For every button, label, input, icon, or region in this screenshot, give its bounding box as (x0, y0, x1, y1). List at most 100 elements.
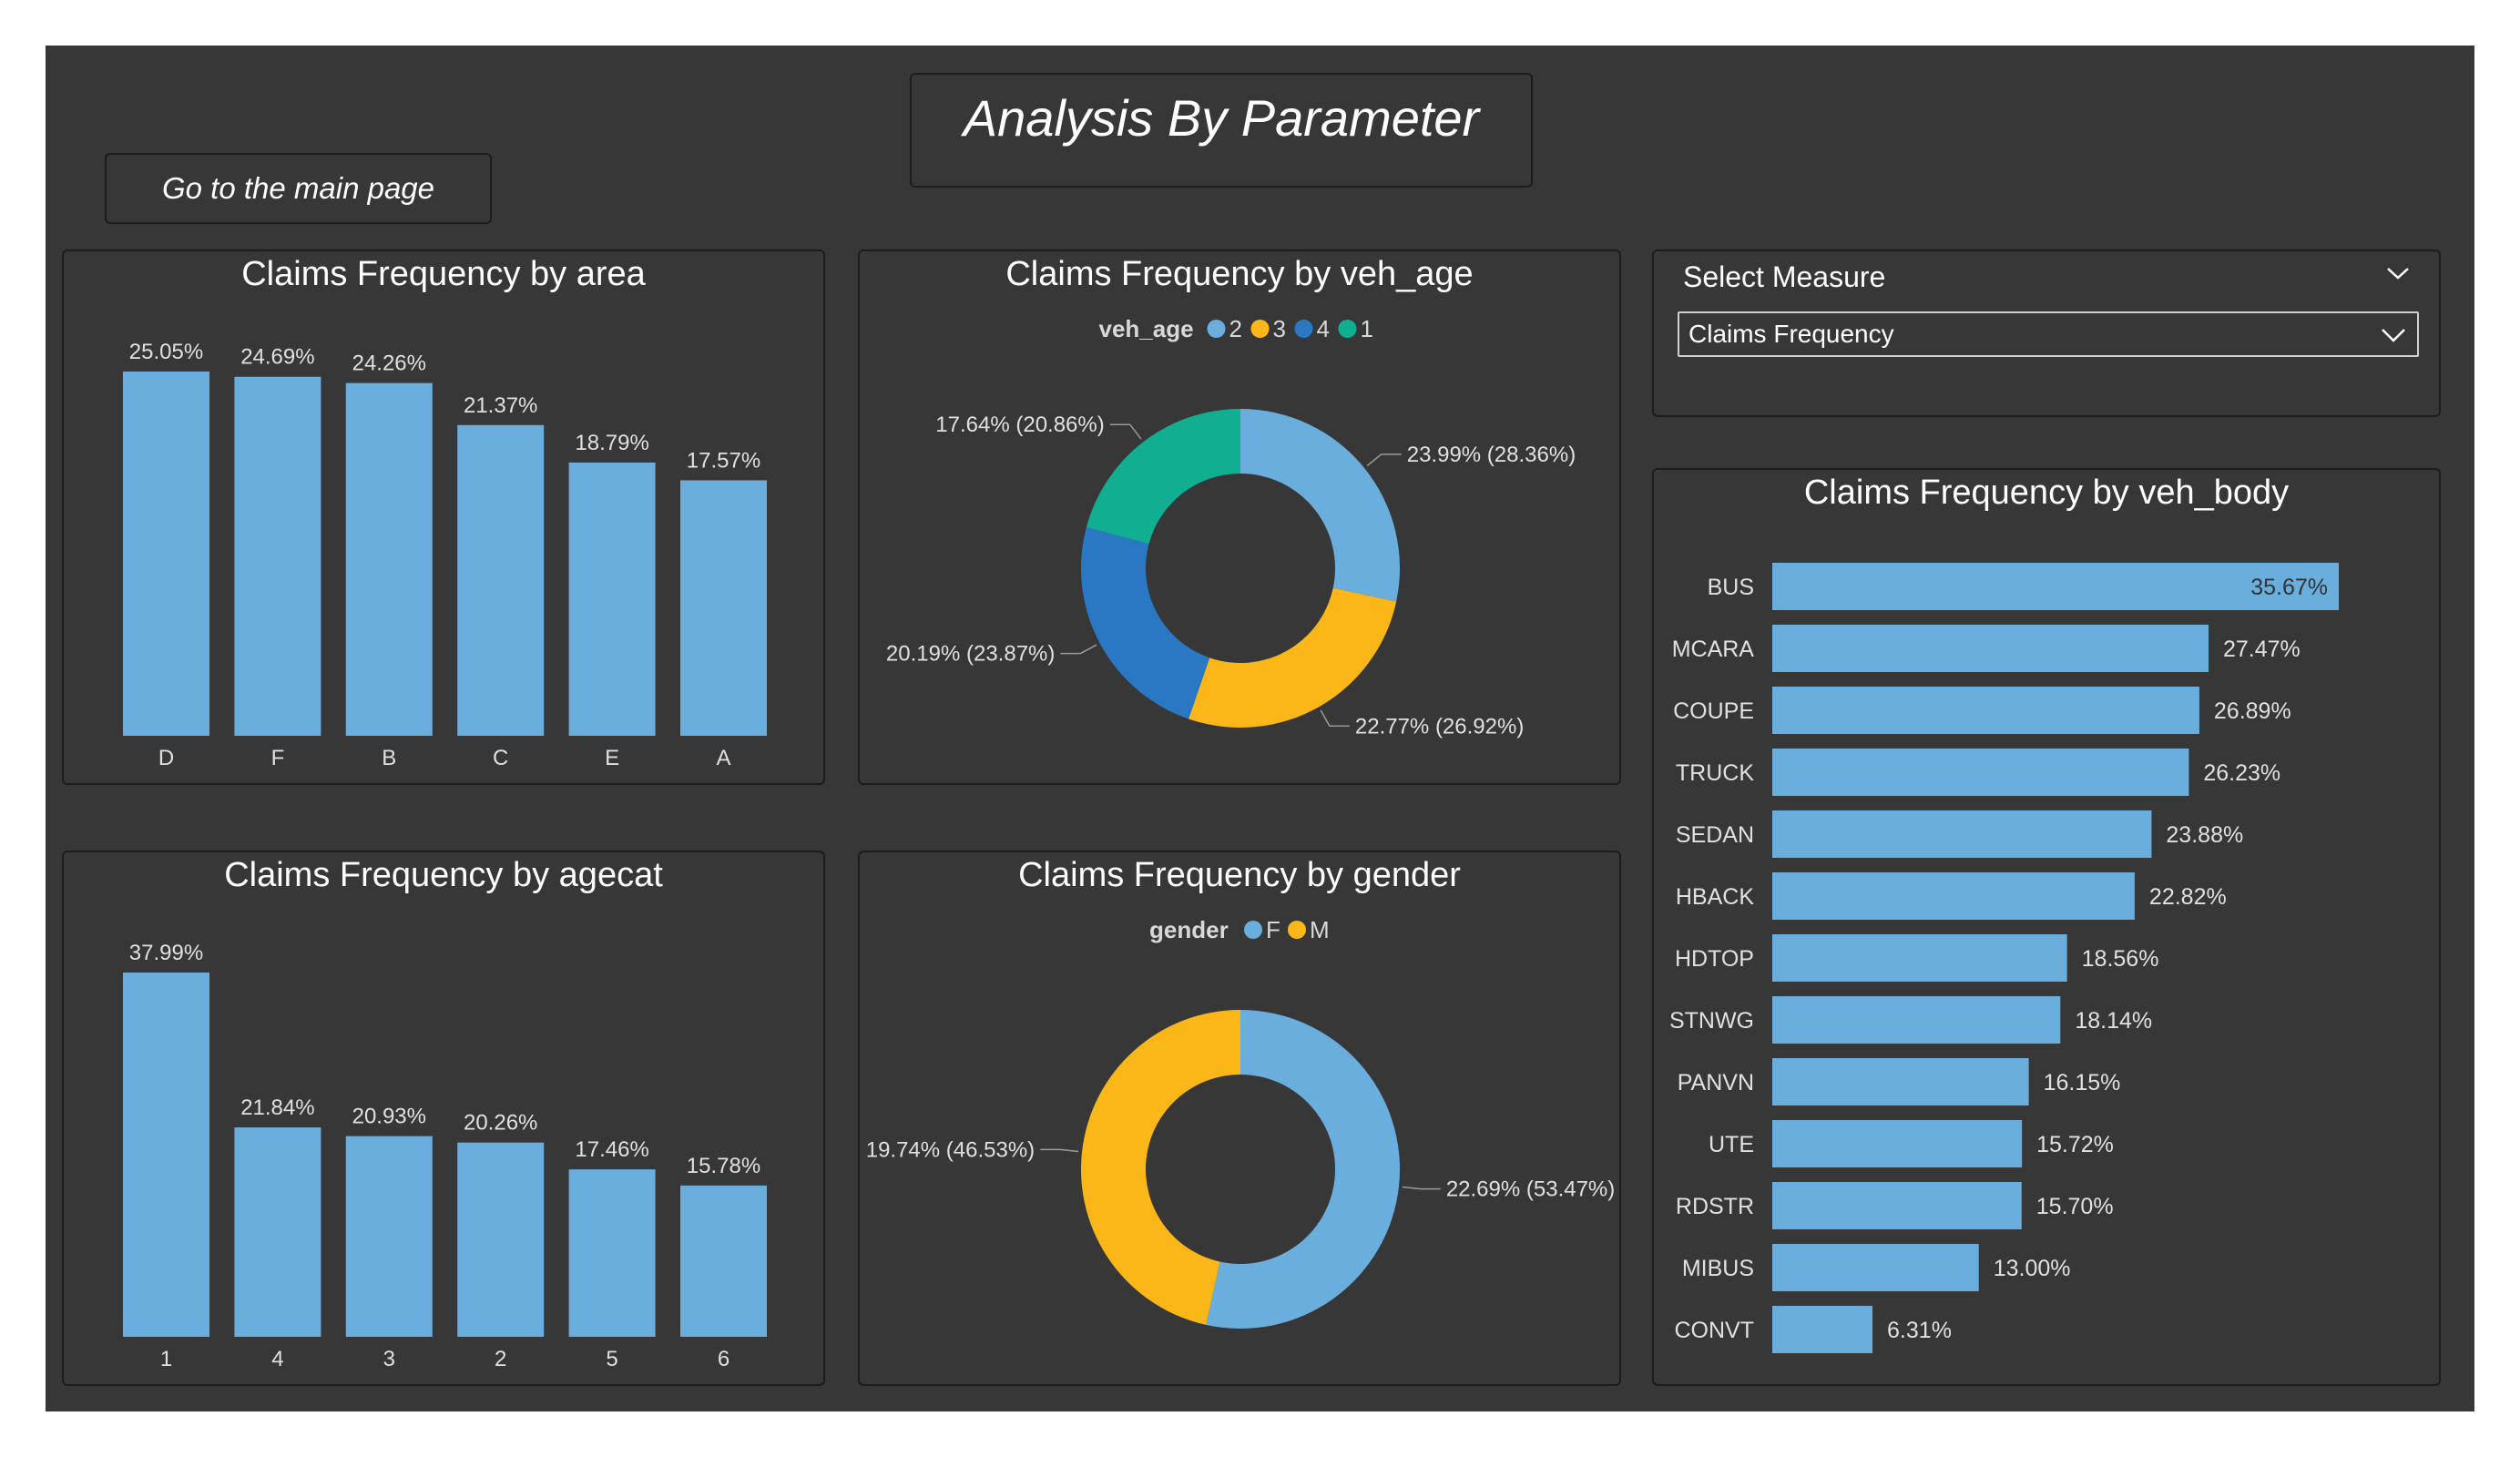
agecat-tick-label: 6 (718, 1347, 729, 1371)
veh-body-data-label: 15.70% (2036, 1194, 2114, 1219)
veh-age-legend-marker (1250, 320, 1270, 338)
area-tick-label: B (382, 746, 396, 770)
gender-data-label: 22.69% (53.47%) (1446, 1177, 1615, 1202)
gender-leader-line (1040, 1148, 1079, 1153)
chevron-down-icon[interactable] (2386, 264, 2410, 282)
veh-age-leader-line (1366, 453, 1402, 467)
chart-title-veh-body: Claims Frequency by veh_body (1803, 474, 2290, 512)
veh-body-data-label: 15.72% (2036, 1132, 2114, 1157)
veh-age-legend-marker (1207, 320, 1226, 338)
agecat-tick-label: 5 (606, 1347, 617, 1371)
measure-dropdown[interactable]: Claims Frequency (1678, 311, 2419, 357)
veh-body-bar[interactable] (1772, 1182, 2022, 1229)
veh-body-bar[interactable] (1772, 810, 2152, 858)
veh-body-data-label: 18.14% (2075, 1008, 2152, 1034)
panel-area: Claims Frequency by area 25.05% D 24.69% F 2… (62, 250, 825, 785)
veh-age-legend-label[interactable]: 3 (1273, 315, 1286, 342)
area-tick-label: F (271, 746, 285, 770)
veh-body-bar[interactable] (1772, 1244, 1979, 1291)
area-data-label: 18.79% (575, 431, 648, 455)
agecat-bar[interactable] (123, 973, 209, 1337)
veh-body-bar[interactable] (1772, 563, 2339, 610)
veh-body-data-label: 27.47% (2223, 637, 2301, 662)
gender-slice[interactable] (1080, 1010, 1240, 1325)
area-bar[interactable] (234, 376, 321, 736)
area-bar[interactable] (680, 480, 767, 736)
area-tick-label: C (493, 746, 508, 770)
area-data-label: 24.69% (240, 345, 314, 370)
agecat-data-label: 37.99% (129, 941, 203, 965)
veh-age-legend-label[interactable]: 1 (1361, 315, 1373, 342)
agecat-bar[interactable] (457, 1142, 545, 1337)
agecat-bar[interactable] (568, 1169, 656, 1337)
page-title: Analysis By Parameter (963, 89, 1480, 147)
veh-body-bar[interactable] (1772, 749, 2189, 796)
agecat-bar[interactable] (234, 1127, 321, 1337)
veh-age-data-label: 22.77% (26.92%) (1355, 714, 1524, 739)
veh-body-bar[interactable] (1772, 996, 2061, 1044)
veh-body-data-label: 13.00% (1994, 1256, 2071, 1281)
veh-age-slice[interactable] (1086, 409, 1240, 545)
gender-leader-line (1402, 1186, 1441, 1190)
chart-title-gender: Claims Frequency by gender (1018, 856, 1461, 894)
veh-age-data-label: 17.64% (20.86%) (935, 413, 1104, 437)
agecat-data-label: 20.26% (464, 1111, 537, 1136)
veh-body-tick-label: TRUCK (1676, 760, 1754, 786)
chart-title-area: Claims Frequency by area (241, 255, 646, 293)
panel-veh-age: Claims Frequency by veh_age veh_age 2 3 4 1 2… (858, 250, 1621, 785)
gender-slice[interactable] (1206, 1010, 1400, 1329)
dashboard-canvas: Analysis By Parameter Go to the main pag… (46, 46, 2474, 1411)
agecat-bar[interactable] (680, 1185, 767, 1337)
veh-age-slice[interactable] (1189, 587, 1397, 728)
chart-title-veh-age: Claims Frequency by veh_age (1005, 255, 1474, 293)
veh-body-bar[interactable] (1772, 872, 2135, 920)
panel-veh-body: Claims Frequency by veh_body BUS 35.67% MC… (1652, 468, 2441, 1386)
gender-legend-label[interactable]: F (1266, 916, 1280, 943)
area-data-label: 25.05% (129, 340, 203, 364)
veh-body-tick-label: MCARA (1672, 637, 1755, 662)
veh-body-bar[interactable] (1772, 1120, 2023, 1167)
gender-legend-marker (1244, 921, 1262, 939)
area-tick-label: A (716, 746, 730, 770)
veh-age-slice[interactable] (1081, 526, 1210, 719)
veh-body-tick-label: MIBUS (1682, 1256, 1754, 1281)
veh-body-bar[interactable] (1772, 1306, 1873, 1353)
veh-age-leader-line (1320, 709, 1350, 728)
panel-gender: Claims Frequency by gender gender F M 22.69… (858, 851, 1621, 1386)
veh-body-tick-label: BUS (1708, 575, 1754, 600)
area-data-label: 17.57% (687, 448, 760, 473)
measure-label: Select Measure (1683, 260, 1886, 293)
page-title-box: Analysis By Parameter (910, 73, 1533, 188)
veh-age-data-label: 23.99% (28.36%) (1407, 443, 1576, 467)
veh-body-data-label: 18.56% (2082, 946, 2159, 972)
veh-body-bar[interactable] (1772, 625, 2209, 672)
veh-body-tick-label: COUPE (1673, 698, 1754, 724)
veh-body-tick-label: UTE (1709, 1132, 1754, 1157)
veh-age-data-label: 20.19% (23.87%) (886, 642, 1055, 667)
veh-age-legend-label[interactable]: 4 (1317, 315, 1330, 342)
area-bar[interactable] (457, 424, 545, 736)
area-bar[interactable] (568, 462, 656, 736)
veh-body-bar[interactable] (1772, 1058, 2029, 1105)
veh-age-slice[interactable] (1240, 409, 1400, 602)
panel-agecat: Claims Frequency by agecat 37.99% 1 21.84%… (62, 851, 825, 1386)
agecat-data-label: 15.78% (687, 1154, 760, 1178)
agecat-data-label: 17.46% (575, 1137, 648, 1162)
veh-age-legend-marker (1294, 320, 1313, 338)
go-to-main-page-button[interactable]: Go to the main page (105, 153, 492, 224)
gender-legend-label[interactable]: M (1310, 916, 1330, 943)
agecat-bar[interactable] (345, 1136, 433, 1337)
veh-age-legend-label[interactable]: 2 (1229, 315, 1242, 342)
veh-body-data-label: 16.15% (2044, 1070, 2121, 1095)
agecat-tick-label: 1 (160, 1347, 172, 1371)
veh-body-bar[interactable] (1772, 687, 2199, 734)
area-bar[interactable] (345, 382, 433, 736)
chart-title-agecat: Claims Frequency by agecat (224, 856, 663, 894)
veh-body-tick-label: RDSTR (1676, 1194, 1754, 1219)
dropdown-chevron-icon (2382, 329, 2405, 342)
veh-body-data-label: 26.23% (2203, 760, 2280, 786)
agecat-tick-label: 3 (383, 1347, 395, 1371)
veh-body-bar[interactable] (1772, 934, 2067, 982)
area-tick-label: E (605, 746, 619, 770)
area-bar[interactable] (123, 372, 209, 736)
